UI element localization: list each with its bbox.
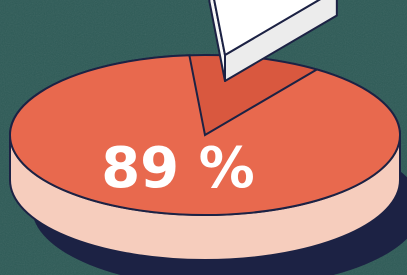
chart: 89 % (0, 0, 407, 275)
value-label: 89 % (101, 136, 255, 201)
page: 89 % (() => { const data = JSON.parse(do… (0, 0, 407, 275)
